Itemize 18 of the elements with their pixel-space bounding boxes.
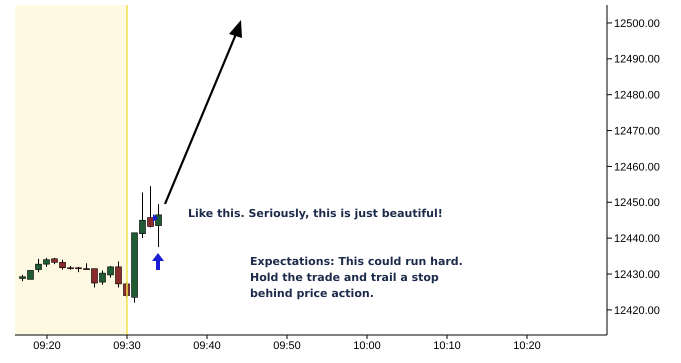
annotation: Expectations: This could run hard. Hold the trade and trail a stop behind price action. <box>250 254 463 302</box>
annotation: Like this. Seriously, this is just beautiful! <box>188 207 443 220</box>
x-tick-label: 09:30 <box>113 340 141 352</box>
y-tick-label: 12440.00 <box>614 233 660 246</box>
x-tick-label: 09:50 <box>273 340 301 352</box>
y-tick-label: 12420.00 <box>614 304 660 317</box>
x-tick-label: 10:20 <box>513 340 541 352</box>
y-tick-label: 12450.00 <box>614 197 660 210</box>
y-tick-label: 12430.00 <box>614 268 660 281</box>
x-tick-label: 09:40 <box>193 340 221 352</box>
y-tick-label: 12490.00 <box>614 54 660 66</box>
y-tick-label: 12470.00 <box>614 125 660 138</box>
x-tick-label: 10:10 <box>433 340 461 352</box>
y-tick-label: 12480.00 <box>614 90 660 102</box>
y-tick-label: 12460.00 <box>614 161 660 174</box>
x-tick-label: 10:00 <box>353 340 381 352</box>
x-tick-label: 09:20 <box>33 340 61 352</box>
y-tick-label: 12500.00 <box>614 18 660 30</box>
